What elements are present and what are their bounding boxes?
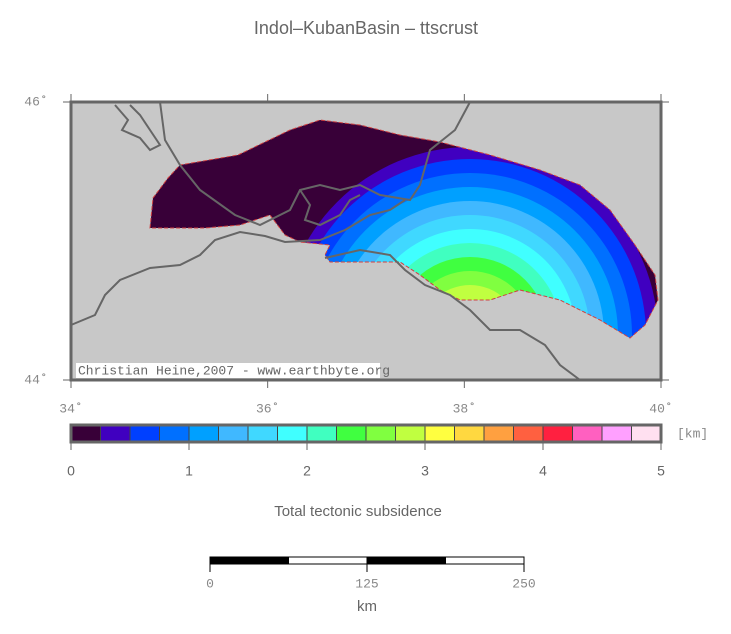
- colorbar-tick-label: 4: [539, 463, 547, 479]
- colorbar-swatch: [336, 424, 367, 443]
- credit-box: [76, 363, 380, 378]
- colorbar-swatch: [483, 424, 514, 443]
- colorbar-swatch: [513, 424, 544, 443]
- colorbar-swatch: [601, 424, 632, 443]
- scale-segment: [366, 556, 446, 565]
- colorbar-tick-label: 1: [185, 463, 193, 479]
- colorbar-swatch: [247, 424, 278, 443]
- scale-segment: [445, 556, 525, 565]
- scale-segment: [209, 556, 289, 565]
- colorbar-swatch: [424, 424, 455, 443]
- colorbar-unit: [km]: [677, 426, 708, 441]
- colorbar-tick-label: 2: [303, 463, 311, 479]
- map-frame: [69, 100, 663, 382]
- colorbar-swatch: [277, 424, 308, 443]
- colorbar-swatch: [100, 424, 131, 443]
- title: Indol–KubanBasin – ttscrust: [254, 18, 478, 38]
- basin-outline: [149, 119, 659, 339]
- colorbar-swatch: [306, 424, 337, 443]
- y-tick-label: 44˚: [24, 372, 47, 387]
- colorbar-swatch: [218, 424, 249, 443]
- colorbar-swatch: [631, 424, 662, 443]
- colorbar-swatch: [542, 424, 573, 443]
- colorbar-tick-label: 0: [67, 463, 75, 479]
- colorbar-swatch: [188, 424, 219, 443]
- colorbar-frame: [69, 423, 663, 444]
- colorbar-label: Total tectonic subsidence: [274, 503, 442, 520]
- scale-unit: km: [357, 598, 377, 615]
- colorbar-swatch: [395, 424, 426, 443]
- colorbar-swatch: [129, 424, 160, 443]
- colorbar-tick-label: 5: [657, 463, 665, 479]
- colorbar-swatch: [70, 424, 101, 443]
- scale-segment: [288, 556, 368, 565]
- scale-tick-label: 125: [355, 576, 378, 591]
- scale-tick-label: 0: [206, 576, 214, 591]
- coastlines: [70, 101, 581, 381]
- y-tick-label: 46˚: [24, 94, 47, 109]
- x-tick-label: 34˚: [59, 401, 82, 416]
- colorbar-tick-label: 3: [421, 463, 429, 479]
- credit: Christian Heine,2007 - www.earthbyte.org: [78, 363, 390, 378]
- colorbar-swatch: [365, 424, 396, 443]
- colorbar-swatch: [572, 424, 603, 443]
- x-tick-label: 38˚: [453, 401, 476, 416]
- x-tick-label: 36˚: [256, 401, 279, 416]
- colorbar-swatch: [159, 424, 190, 443]
- scale-tick-label: 250: [512, 576, 535, 591]
- x-tick-label: 40˚: [649, 401, 672, 416]
- colorbar-swatch: [454, 424, 485, 443]
